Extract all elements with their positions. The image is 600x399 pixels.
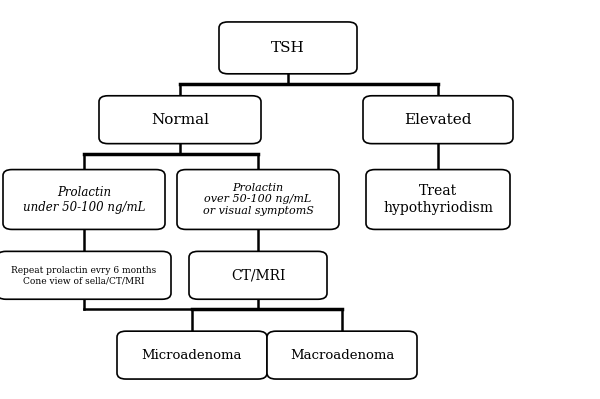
FancyBboxPatch shape	[3, 170, 165, 229]
Text: CT/MRI: CT/MRI	[231, 268, 285, 282]
Text: Normal: Normal	[151, 113, 209, 127]
Text: TSH: TSH	[271, 41, 305, 55]
FancyBboxPatch shape	[177, 170, 339, 229]
FancyBboxPatch shape	[366, 170, 510, 229]
Text: Elevated: Elevated	[404, 113, 472, 127]
Text: Prolactin
under 50-100 ng/mL: Prolactin under 50-100 ng/mL	[23, 186, 145, 213]
FancyBboxPatch shape	[267, 331, 417, 379]
Text: Treat
hypothyriodism: Treat hypothyriodism	[383, 184, 493, 215]
Text: Repeat prolactin evry 6 months
Cone view of sella/CT/MRI: Repeat prolactin evry 6 months Cone view…	[11, 266, 157, 285]
FancyBboxPatch shape	[363, 96, 513, 144]
FancyBboxPatch shape	[219, 22, 357, 74]
FancyBboxPatch shape	[189, 251, 327, 299]
Text: Macroadenoma: Macroadenoma	[290, 349, 394, 361]
FancyBboxPatch shape	[0, 251, 171, 299]
FancyBboxPatch shape	[99, 96, 261, 144]
Text: Prolactin
over 50-100 ng/mL
or visual symptomS: Prolactin over 50-100 ng/mL or visual sy…	[203, 183, 313, 216]
Text: Microadenoma: Microadenoma	[142, 349, 242, 361]
FancyBboxPatch shape	[117, 331, 267, 379]
